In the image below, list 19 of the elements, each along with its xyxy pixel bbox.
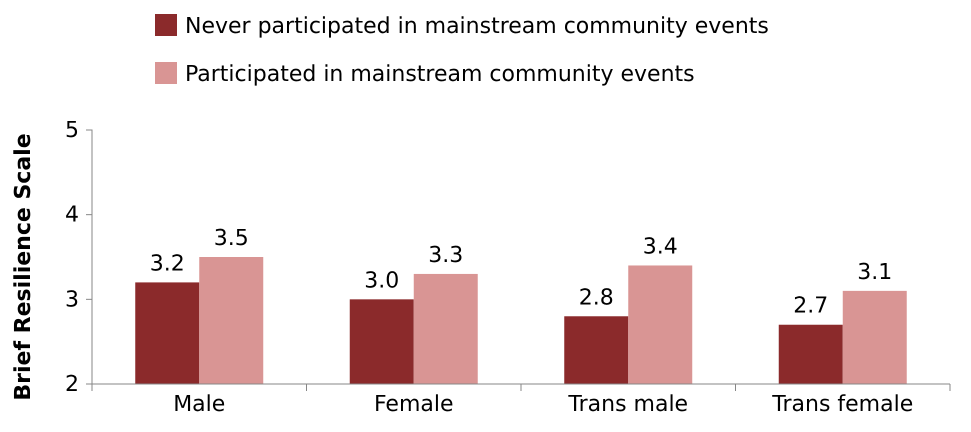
data-label: 2.8: [578, 285, 614, 310]
x-tick-label: Trans male: [567, 392, 688, 418]
data-label: 2.7: [793, 294, 828, 319]
legend-label: Never participated in mainstream community events: [185, 14, 769, 39]
x-tick-label: Trans female: [771, 392, 914, 418]
y-tick-label: 2: [65, 372, 79, 398]
x-tick-label: Male: [173, 392, 226, 418]
data-label: 3.5: [214, 226, 249, 251]
data-label: 3.0: [364, 268, 400, 294]
y-tick-label: 3: [65, 287, 79, 312]
data-label: 3.3: [428, 242, 464, 268]
data-label: 3.4: [642, 234, 678, 260]
y-axis-title: Brief Resilience Scale: [11, 133, 36, 401]
data-label: 3.1: [857, 260, 892, 285]
legend-label: Participated in mainstream community events: [185, 62, 695, 87]
y-tick-label: 5: [65, 118, 79, 144]
data-label: 3.2: [150, 251, 185, 276]
x-tick-label: Female: [374, 392, 454, 418]
y-tick-label: 4: [65, 202, 79, 228]
